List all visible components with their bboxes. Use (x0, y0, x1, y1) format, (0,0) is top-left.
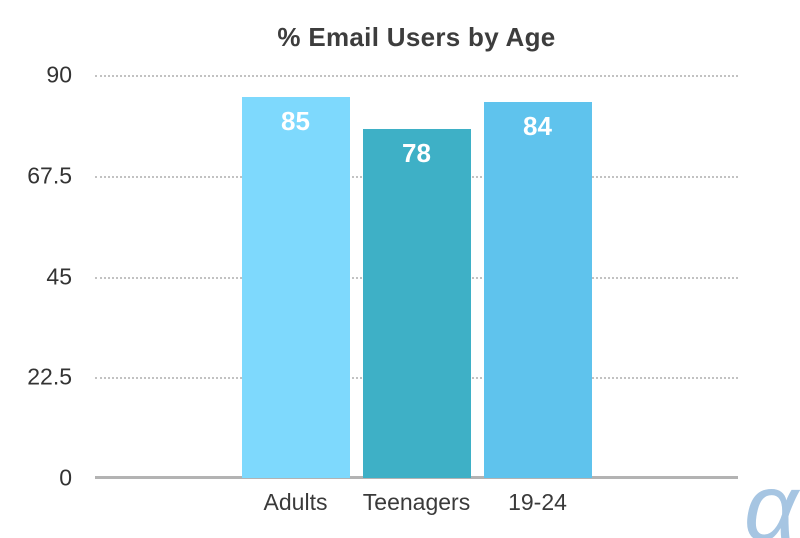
bar-value-label: 85 (281, 106, 310, 137)
bar-value-label: 78 (402, 137, 431, 168)
plot-area: 85 Adults 78 Teenagers 84 19-24 (95, 75, 738, 515)
bar-19-24: 84 (483, 101, 592, 478)
x-axis-label: Adults (263, 489, 328, 515)
y-tick-label: 22.5 (27, 363, 72, 390)
x-axis-label: Teenagers (362, 489, 471, 515)
chart-title: % Email Users by Age (277, 22, 556, 52)
y-axis: 90 67.5 45 22.5 0 (0, 62, 72, 491)
y-tick-label: 45 (46, 263, 72, 289)
y-tick-label: 90 (46, 61, 72, 88)
bar-adults: 85 (241, 97, 350, 478)
bar-group-teenagers: 78 Teenagers (362, 75, 471, 515)
gridline (95, 75, 738, 77)
y-tick-label: 67.5 (27, 162, 72, 189)
x-axis-label: 19-24 (508, 489, 567, 515)
bar-teenagers: 78 (362, 128, 471, 478)
alpha-logo: α (743, 455, 798, 538)
bar-group-19-24: 84 19-24 (483, 75, 592, 515)
y-tick-label: 0 (59, 464, 72, 491)
bar-series: 85 Adults 78 Teenagers 84 19-24 (95, 75, 738, 515)
bar-value-label: 84 (523, 110, 552, 141)
bar-group-adults: 85 Adults (241, 75, 350, 515)
